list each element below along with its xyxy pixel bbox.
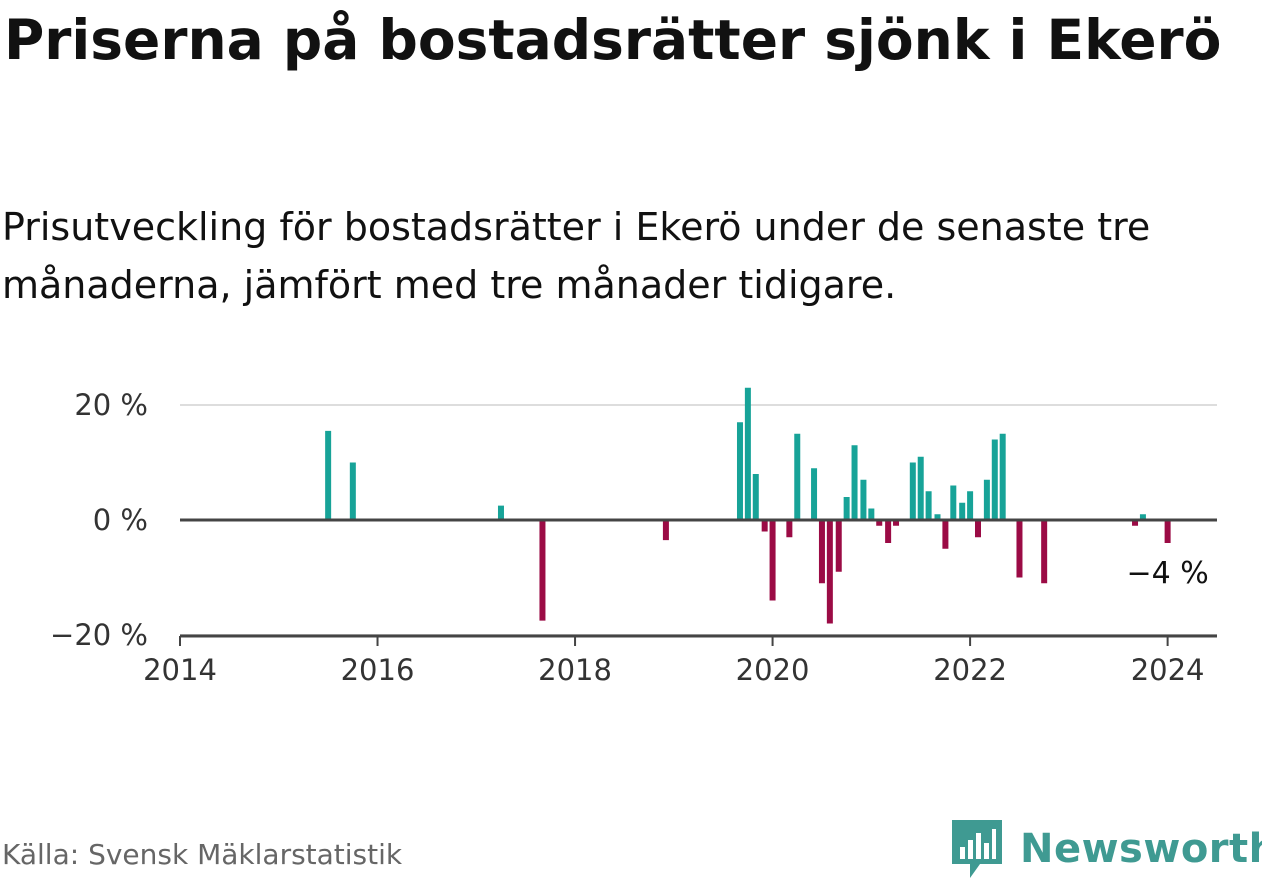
bar-positive xyxy=(843,497,850,520)
x-tick-label: 2024 xyxy=(1131,653,1205,687)
bar-negative xyxy=(876,520,883,526)
bar-negative xyxy=(769,520,776,601)
bar-negative xyxy=(893,520,900,526)
x-tick-label: 2016 xyxy=(341,653,415,687)
last-value-label: −4 % xyxy=(1126,556,1208,591)
x-tick-label: 2020 xyxy=(736,653,810,687)
bar-negative xyxy=(539,520,546,621)
bar-positive xyxy=(851,445,858,520)
bar-negative xyxy=(826,520,833,624)
bar-positive xyxy=(950,485,957,520)
bar-positive xyxy=(959,502,966,520)
bar-positive xyxy=(909,462,916,520)
bar-positive xyxy=(860,479,867,520)
chart-subtitle: Prisutveckling för bostadsrätter i Ekerö… xyxy=(2,205,1151,307)
bar-positive xyxy=(999,433,1006,520)
bar-positive xyxy=(794,433,801,520)
bar-negative xyxy=(818,520,825,584)
bar-negative xyxy=(1164,520,1171,543)
bar-negative xyxy=(974,520,981,538)
bars xyxy=(325,387,1171,624)
bar-positive xyxy=(917,456,924,520)
bar-negative xyxy=(761,520,768,532)
bar-positive xyxy=(967,491,974,520)
y-tick-label: −20 % xyxy=(50,618,148,652)
bar-negative xyxy=(835,520,842,572)
brand-name: Newsworthy xyxy=(1020,826,1262,872)
bar-negative xyxy=(1041,520,1048,584)
bar-positive xyxy=(868,508,875,520)
bar-positive xyxy=(349,462,356,520)
y-tick-label: 0 % xyxy=(93,503,148,537)
bar-positive xyxy=(925,491,932,520)
bar-positive xyxy=(811,468,818,520)
bar-negative xyxy=(786,520,793,538)
bar-positive xyxy=(752,474,759,520)
bar-positive xyxy=(983,479,990,520)
newsworthy-logo: Newsworthy xyxy=(952,818,1262,880)
bar-positive xyxy=(934,514,941,520)
y-tick-label: 20 % xyxy=(74,388,148,422)
bar-negative xyxy=(942,520,949,549)
x-tick-label: 2018 xyxy=(538,653,612,687)
x-axis-ticks: 2014 2016 2018 2020 2022 2024 xyxy=(143,636,1205,687)
bar-chart: 20 % 0 % −20 % 2014 2016 2018 2020 2022 2024 −4… xyxy=(50,387,1217,687)
bar-negative xyxy=(1132,520,1139,526)
y-axis-labels: 20 % 0 % −20 % xyxy=(50,388,148,652)
bar-negative xyxy=(662,520,669,541)
bar-positive xyxy=(497,505,504,520)
bar-negative xyxy=(885,520,892,543)
bar-positive xyxy=(325,430,332,520)
bar-positive xyxy=(744,387,751,520)
bar-positive xyxy=(991,439,998,520)
source-note: Källa: Svensk Mäklarstatistik xyxy=(2,838,403,871)
x-tick-label: 2022 xyxy=(933,653,1007,687)
x-tick-label: 2014 xyxy=(143,653,217,687)
chart-title: Priserna på bostadsrätter sjönk i Ekerö xyxy=(4,8,1222,72)
bar-negative xyxy=(1016,520,1023,578)
bar-positive xyxy=(1139,514,1146,520)
bar-positive xyxy=(736,422,743,520)
newsworthy-logo-icon xyxy=(952,820,1002,878)
